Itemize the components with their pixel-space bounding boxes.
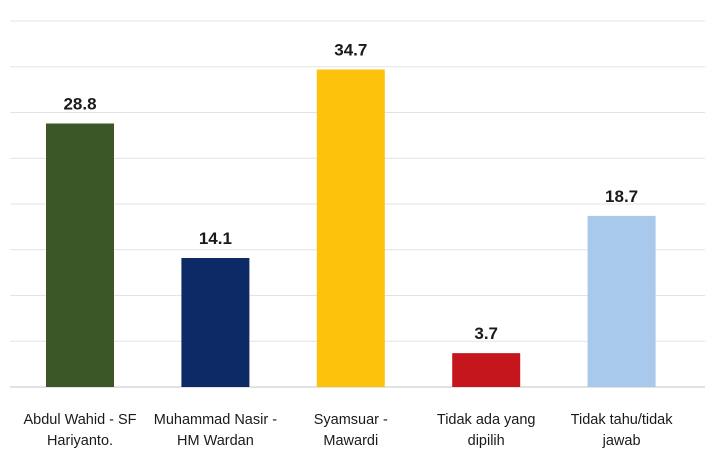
category-label: Abdul Wahid - SF Hariyanto. xyxy=(23,412,136,449)
bar-value-label: 28.8 xyxy=(63,94,96,113)
bar-value-label: 34.7 xyxy=(334,40,367,59)
category-label-line: Mawardi xyxy=(323,433,378,449)
category-label: Tidak ada yang dipilih xyxy=(437,412,536,449)
bar xyxy=(181,257,250,387)
category-label-line: dipilih xyxy=(468,433,505,449)
bar-value-label: 3.7 xyxy=(474,324,498,343)
category-label-line: Tidak tahu/tidak xyxy=(571,412,674,428)
category-label-line: Abdul Wahid - SF xyxy=(23,412,136,428)
category-label-line: HM Wardan xyxy=(177,433,254,449)
category-label-line: Tidak ada yang xyxy=(437,412,536,428)
category-labels: Abdul Wahid - SF Hariyanto. Muhammad Nasir… xyxy=(23,412,673,449)
category-label: Tidak tahu/tidak jawab xyxy=(571,412,674,449)
bar xyxy=(452,353,521,387)
bar xyxy=(46,123,114,387)
bars xyxy=(46,69,656,388)
bar-value-label: 14.1 xyxy=(199,229,232,248)
bar-value-label: 18.7 xyxy=(605,187,638,206)
category-label-line: Hariyanto. xyxy=(47,433,113,449)
category-label-line: Syamsuar - xyxy=(314,412,388,428)
category-label: Syamsuar - Mawardi xyxy=(314,412,388,449)
category-label-line: jawab xyxy=(602,433,641,449)
data-labels: 28.8 14.1 34.7 3.7 18.7 xyxy=(63,40,638,343)
bar xyxy=(587,215,656,387)
category-label: Muhammad Nasir - HM Wardan xyxy=(154,412,277,449)
category-label-line: Muhammad Nasir - xyxy=(154,412,277,428)
bar xyxy=(316,69,385,388)
